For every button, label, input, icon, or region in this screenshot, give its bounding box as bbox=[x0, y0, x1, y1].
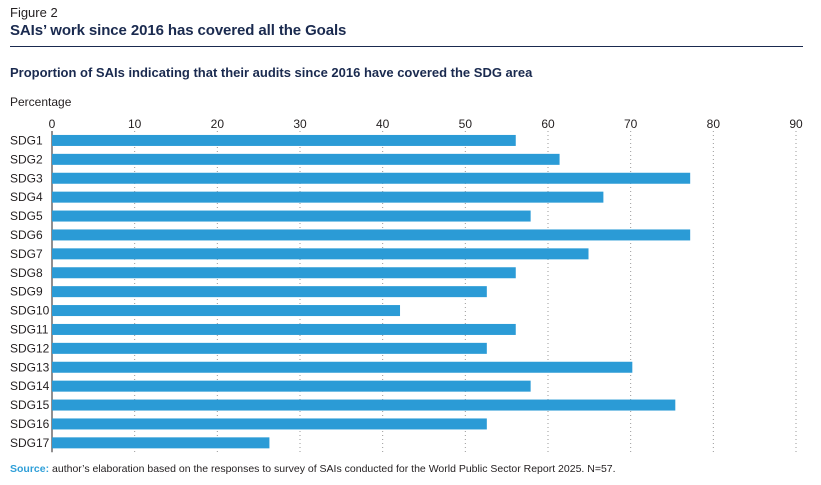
bar-sdg1 bbox=[52, 134, 516, 146]
category-label: SDG8 bbox=[10, 266, 43, 280]
category-label: SDG10 bbox=[10, 304, 50, 318]
x-tick-label: 60 bbox=[541, 117, 555, 131]
category-label: SDG13 bbox=[10, 360, 50, 374]
source-text: author’s elaboration based on the respon… bbox=[49, 463, 616, 475]
category-label: SDG6 bbox=[10, 228, 43, 242]
bar-sdg7 bbox=[52, 248, 589, 260]
axis-label: Percentage bbox=[10, 95, 72, 109]
category-label: SDG3 bbox=[10, 171, 43, 185]
bar-sdg4 bbox=[52, 191, 604, 203]
bar-sdg9 bbox=[52, 286, 487, 298]
bar-sdg8 bbox=[52, 267, 516, 279]
category-label: SDG14 bbox=[10, 379, 50, 393]
category-label: SDG11 bbox=[10, 322, 49, 336]
category-label: SDG15 bbox=[10, 398, 50, 412]
title-divider bbox=[10, 46, 803, 47]
bar-sdg14 bbox=[52, 380, 531, 392]
category-label: SDG4 bbox=[10, 190, 43, 204]
x-tick-label: 40 bbox=[376, 117, 390, 131]
category-label: SDG17 bbox=[10, 436, 50, 450]
bars bbox=[52, 134, 691, 449]
category-labels: SDG1 SDG2 SDG3 SDG4 SDG5 SDG6 SDG7 SDG8 SDG9 SDG1… bbox=[10, 133, 50, 449]
x-tick-label: 80 bbox=[707, 117, 721, 131]
bar-sdg10 bbox=[52, 305, 401, 317]
bar-sdg3 bbox=[52, 172, 691, 184]
chart-subtitle: Proportion of SAIs indicating that their… bbox=[10, 65, 533, 80]
x-tick-label: 0 bbox=[49, 117, 56, 131]
x-tick-label: 70 bbox=[624, 117, 638, 131]
category-label: SDG9 bbox=[10, 285, 43, 299]
x-tick-label: 50 bbox=[459, 117, 473, 131]
bar-sdg2 bbox=[52, 153, 560, 165]
bar-sdg13 bbox=[52, 361, 633, 373]
category-label: SDG1 bbox=[10, 133, 43, 147]
category-label: SDG16 bbox=[10, 417, 50, 431]
source-note: Source: author’s elaboration based on th… bbox=[10, 463, 616, 475]
category-label: SDG5 bbox=[10, 209, 43, 223]
bar-sdg17 bbox=[52, 437, 270, 449]
bar-sdg11 bbox=[52, 323, 516, 335]
bar-sdg5 bbox=[52, 210, 531, 222]
chart-title: SAIs’ work since 2016 has covered all th… bbox=[10, 22, 347, 39]
category-label: SDG12 bbox=[10, 341, 50, 355]
source-label: Source: bbox=[10, 463, 50, 475]
bar-sdg15 bbox=[52, 399, 676, 411]
figure-label: Figure 2 bbox=[10, 5, 58, 20]
category-label: SDG7 bbox=[10, 247, 43, 261]
bar-sdg16 bbox=[52, 418, 487, 430]
x-tick-label: 10 bbox=[128, 117, 142, 131]
category-label: SDG2 bbox=[10, 152, 43, 166]
x-axis-ticks: 0 10 20 30 40 50 60 70 80 90 bbox=[49, 117, 803, 131]
x-tick-label: 20 bbox=[211, 117, 225, 131]
bar-sdg6 bbox=[52, 229, 691, 241]
x-tick-label: 30 bbox=[293, 117, 307, 131]
bar-sdg12 bbox=[52, 342, 487, 354]
x-tick-label: 90 bbox=[789, 117, 803, 131]
